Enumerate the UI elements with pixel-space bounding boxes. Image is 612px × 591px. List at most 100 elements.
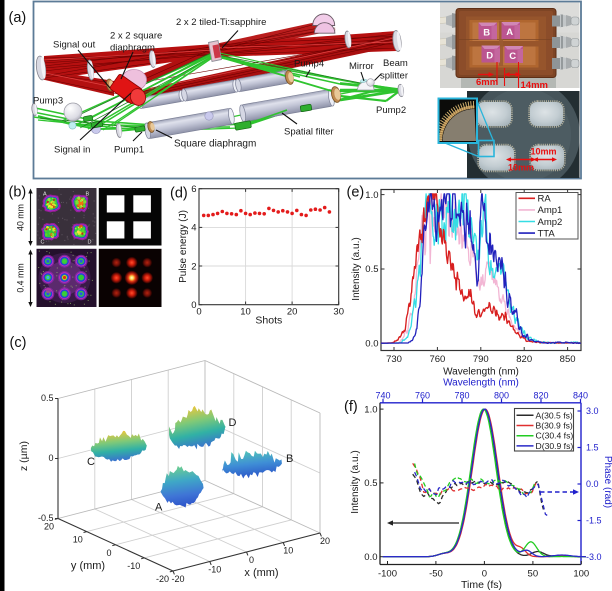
svg-text:-1.5: -1.5	[586, 516, 602, 526]
svg-text:Square diaphragm: Square diaphragm	[174, 139, 256, 150]
svg-text:Amp1: Amp1	[538, 205, 563, 216]
svg-text:0.5: 0.5	[364, 478, 377, 489]
svg-text:2 x 2 square: 2 x 2 square	[110, 31, 162, 42]
svg-text:0.5: 0.5	[365, 264, 378, 275]
svg-text:10: 10	[73, 535, 83, 545]
svg-text:-0.5: -0.5	[38, 513, 54, 523]
svg-text:B(30.9 fs): B(30.9 fs)	[536, 421, 573, 431]
svg-text:Time (fs): Time (fs)	[461, 579, 502, 591]
svg-text:(f): (f)	[344, 399, 358, 415]
svg-text:40 mm: 40 mm	[16, 204, 26, 231]
svg-text:0.0: 0.0	[364, 552, 377, 563]
svg-text:0: 0	[48, 453, 53, 463]
svg-text:820: 820	[516, 354, 532, 365]
svg-text:Phase (rad): Phase (rad)	[602, 456, 612, 508]
svg-text:0.0: 0.0	[365, 339, 378, 350]
svg-text:30: 30	[333, 307, 344, 318]
svg-text:730: 730	[386, 354, 402, 365]
svg-text:6mm: 6mm	[476, 77, 498, 88]
svg-text:50: 50	[528, 569, 539, 580]
svg-text:(c): (c)	[10, 335, 27, 351]
svg-text:0.4 mm: 0.4 mm	[16, 263, 26, 292]
svg-text:850: 850	[560, 354, 576, 365]
svg-text:0: 0	[196, 307, 201, 318]
svg-text:B: B	[286, 453, 293, 465]
svg-text:Amp2: Amp2	[538, 217, 563, 228]
svg-text:0.5: 0.5	[41, 393, 54, 403]
svg-text:D(30.9 fs): D(30.9 fs)	[536, 441, 574, 451]
svg-text:y (mm): y (mm)	[71, 560, 105, 572]
svg-text:2 x 2 tiled-Ti:sapphire: 2 x 2 tiled-Ti:sapphire	[176, 17, 266, 28]
svg-text:740: 740	[375, 390, 390, 400]
svg-text:0: 0	[191, 300, 196, 311]
svg-text:Pump3: Pump3	[33, 96, 63, 107]
svg-text:C(30.4 fs): C(30.4 fs)	[536, 431, 574, 441]
svg-text:0: 0	[482, 569, 487, 580]
svg-text:Pump2: Pump2	[376, 105, 406, 116]
svg-text:1.0: 1.0	[365, 190, 378, 201]
svg-text:(e): (e)	[347, 185, 365, 201]
svg-text:20: 20	[287, 307, 298, 318]
svg-text:Pump1: Pump1	[114, 145, 144, 156]
svg-text:Pump4: Pump4	[294, 59, 324, 70]
svg-text:Wavelength (nm): Wavelength (nm)	[443, 378, 519, 389]
svg-text:(d): (d)	[170, 186, 188, 202]
svg-text:10: 10	[240, 307, 251, 318]
svg-text:3.0: 3.0	[586, 406, 599, 416]
svg-text:B: B	[86, 192, 90, 198]
svg-text:6: 6	[191, 184, 196, 195]
svg-text:780: 780	[454, 390, 469, 400]
svg-text:-20: -20	[171, 574, 184, 584]
svg-text:C: C	[41, 240, 45, 246]
svg-text:-20: -20	[156, 574, 169, 584]
svg-text:Intensity (a.u.): Intensity (a.u.)	[351, 237, 362, 300]
svg-text:Intensity (a.u.): Intensity (a.u.)	[350, 450, 361, 513]
svg-text:A: A	[506, 27, 513, 38]
svg-text:0: 0	[106, 548, 111, 558]
svg-text:790: 790	[473, 354, 489, 365]
svg-text:A: A	[43, 192, 47, 198]
svg-text:820: 820	[533, 390, 548, 400]
svg-text:100: 100	[573, 569, 589, 580]
svg-text:Pulse energy (J): Pulse energy (J)	[178, 210, 189, 283]
svg-text:2: 2	[191, 261, 196, 272]
svg-text:10mm: 10mm	[531, 147, 557, 157]
svg-text:800: 800	[494, 390, 509, 400]
svg-text:4: 4	[191, 223, 196, 234]
svg-text:14mm: 14mm	[521, 80, 548, 91]
svg-text:TTA: TTA	[538, 228, 556, 239]
svg-text:-10: -10	[208, 565, 221, 575]
svg-text:0: 0	[249, 555, 254, 565]
svg-text:20: 20	[320, 536, 330, 546]
svg-text:10: 10	[283, 546, 293, 556]
svg-text:10mm: 10mm	[508, 163, 534, 173]
svg-text:1.0: 1.0	[364, 404, 377, 415]
svg-text:C: C	[509, 51, 516, 62]
svg-text:-10: -10	[127, 561, 140, 571]
svg-text:840: 840	[573, 390, 588, 400]
svg-text:B: B	[483, 28, 490, 39]
svg-text:Spatial filter: Spatial filter	[284, 127, 334, 138]
svg-text:Mirror: Mirror	[349, 61, 374, 72]
svg-text:Beam: Beam	[383, 58, 408, 69]
svg-text:20: 20	[44, 522, 54, 532]
svg-text:-3.0: -3.0	[586, 552, 602, 562]
svg-text:760: 760	[415, 390, 430, 400]
svg-text:Shots: Shots	[255, 315, 282, 327]
svg-text:-100: -100	[378, 569, 397, 580]
svg-text:1.5: 1.5	[586, 443, 599, 453]
svg-text:RA: RA	[538, 194, 552, 205]
svg-text:z (µm): z (µm)	[18, 441, 30, 471]
svg-text:D: D	[486, 51, 493, 62]
svg-text:0.0: 0.0	[586, 479, 599, 489]
svg-text:C: C	[87, 456, 95, 468]
svg-text:(b): (b)	[9, 185, 27, 201]
svg-text:splitter: splitter	[380, 71, 408, 82]
svg-text:760: 760	[429, 354, 445, 365]
svg-text:diaphragm: diaphragm	[110, 43, 155, 54]
svg-text:D: D	[88, 240, 92, 246]
svg-text:Signal in: Signal in	[54, 145, 90, 156]
svg-text:A: A	[155, 502, 163, 514]
svg-text:A(30.5 fs): A(30.5 fs)	[536, 410, 573, 420]
svg-text:Wavelength (nm): Wavelength (nm)	[443, 367, 519, 378]
